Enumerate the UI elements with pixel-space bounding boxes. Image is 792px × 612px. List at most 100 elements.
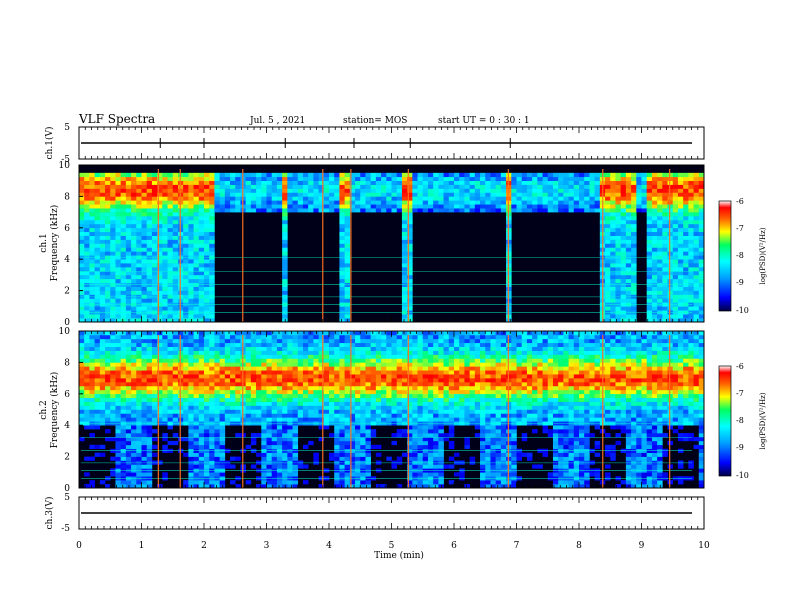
spectrogram-cell xyxy=(381,331,387,336)
spectrogram-cell xyxy=(396,200,403,205)
spectrogram-cell xyxy=(94,243,101,248)
spectrogram-cell xyxy=(131,346,137,351)
spectrogram-cell xyxy=(141,350,148,355)
spectrogram-cell xyxy=(318,425,325,430)
spectrogram-cell xyxy=(615,204,621,209)
spectrogram-cell xyxy=(427,405,434,410)
spectrogram-cell xyxy=(355,200,361,205)
spectrogram-cell xyxy=(631,306,637,311)
spectrogram-cell xyxy=(386,389,392,395)
spectrogram-cell xyxy=(360,425,366,430)
spectrogram-cell xyxy=(193,314,200,319)
spectrogram-cell xyxy=(120,223,127,229)
spectrogram-cell xyxy=(89,192,95,197)
spectrogram-cell xyxy=(422,429,429,434)
spectrogram-cell xyxy=(99,286,106,291)
spectrogram-cell xyxy=(349,448,356,453)
spectrogram-cell xyxy=(89,219,95,225)
spectrogram-cell xyxy=(407,433,413,438)
spectrogram-cell xyxy=(105,200,111,205)
spectrogram-cell xyxy=(209,480,215,485)
spectrogram-cell xyxy=(698,208,705,213)
spectrogram-cell xyxy=(407,180,413,185)
spectrogram-cell xyxy=(412,440,418,446)
spectrogram-cell xyxy=(214,413,220,418)
spectrogram-cell xyxy=(407,251,413,256)
spectrogram-cell xyxy=(261,208,267,213)
spectrogram-cell xyxy=(683,219,689,225)
spectrogram-cell xyxy=(84,393,90,399)
spectrogram-cell xyxy=(79,331,85,336)
spectrogram-cell xyxy=(115,318,121,323)
spectrogram-cell xyxy=(391,389,398,395)
spectrogram-cell xyxy=(89,405,95,410)
spectrogram-cell xyxy=(329,370,335,375)
spectrogram-cell xyxy=(141,188,148,193)
spectrogram-cell xyxy=(386,405,392,410)
spectrogram-cell xyxy=(631,267,637,272)
spectrogram-cell xyxy=(412,172,418,178)
spectrogram-cell xyxy=(292,393,299,399)
spectrogram-cell xyxy=(261,393,267,399)
spectrogram-cell xyxy=(365,346,371,351)
spectrogram-cell xyxy=(381,397,387,402)
spectrogram-cell xyxy=(89,176,95,181)
spectrogram-cell xyxy=(151,354,158,359)
spectrogram-cell xyxy=(302,413,309,418)
spectrogram-cell xyxy=(183,350,189,355)
spectrogram-cell xyxy=(94,200,101,205)
spectrogram-cell xyxy=(698,231,705,236)
spectrogram-cell xyxy=(188,267,194,272)
spectrogram-cell xyxy=(651,172,658,178)
spectrogram-cell xyxy=(381,362,387,367)
spectrogram-cell xyxy=(433,464,439,469)
spectrogram-cell xyxy=(120,405,127,410)
spectrogram-cell xyxy=(110,306,116,311)
spectrogram-cell xyxy=(99,350,106,355)
spectrogram-cell xyxy=(105,393,111,399)
spectrogram-cell xyxy=(526,200,533,205)
spectrogram-cell xyxy=(146,342,153,347)
spectrogram-cell xyxy=(110,216,116,221)
spectrogram-cell xyxy=(141,278,148,284)
spectrogram-cell xyxy=(256,350,262,355)
spectrogram-cell xyxy=(329,366,335,371)
spectrogram-cell xyxy=(365,350,371,355)
spectrogram-cell xyxy=(287,338,293,344)
spectrogram-cell xyxy=(427,346,434,351)
spectrogram-cell xyxy=(438,385,444,391)
spectrogram-cell xyxy=(339,286,345,291)
spectrogram-cell xyxy=(292,464,299,469)
spectrogram-cell xyxy=(360,452,366,457)
spectrogram-cell xyxy=(209,409,215,414)
spectrogram-cell xyxy=(84,378,90,383)
spectrogram-cell xyxy=(162,472,168,477)
spectrogram-cell xyxy=(125,452,132,457)
spectrogram-cell xyxy=(183,314,189,319)
spectrogram-cell xyxy=(292,192,299,197)
spectrogram-cell xyxy=(214,204,220,209)
spectrogram-cell xyxy=(433,342,439,347)
spectrogram-cell xyxy=(339,176,345,181)
spectrogram-cell xyxy=(188,223,194,229)
spectrogram-cell xyxy=(219,180,226,185)
spectrogram-cell xyxy=(698,278,705,284)
spectrogram-cell xyxy=(219,409,226,414)
spectrogram-cell xyxy=(657,314,663,319)
spectrogram-cell xyxy=(204,374,210,379)
spectrogram-cell xyxy=(605,274,611,280)
spectrogram-cell xyxy=(308,366,314,371)
spectrogram-cell xyxy=(282,374,288,379)
spectrogram-cell xyxy=(683,223,689,229)
spectrogram-cell xyxy=(162,282,168,287)
spectrogram-cell xyxy=(297,180,304,185)
spectrogram-cell xyxy=(198,401,205,406)
spectrogram-cell xyxy=(261,452,267,457)
spectrogram-cell xyxy=(625,274,632,280)
spectrogram-cell xyxy=(146,346,153,351)
spectrogram-cell xyxy=(443,200,450,205)
spectrogram-cell xyxy=(511,176,517,181)
spectrogram-cell xyxy=(370,401,377,406)
spectrogram-cell xyxy=(636,208,642,213)
spectrogram-cell xyxy=(381,208,387,213)
